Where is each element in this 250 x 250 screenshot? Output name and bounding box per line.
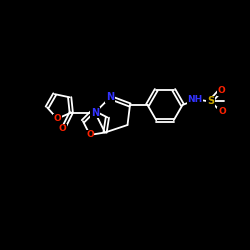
Text: O: O bbox=[54, 114, 61, 123]
Text: N: N bbox=[91, 108, 99, 118]
Text: NH: NH bbox=[188, 96, 202, 104]
Text: N: N bbox=[106, 92, 114, 102]
Text: O: O bbox=[218, 108, 226, 116]
Text: O: O bbox=[218, 86, 225, 95]
Text: O: O bbox=[58, 124, 66, 133]
Text: S: S bbox=[207, 96, 214, 106]
Text: O: O bbox=[86, 130, 94, 140]
